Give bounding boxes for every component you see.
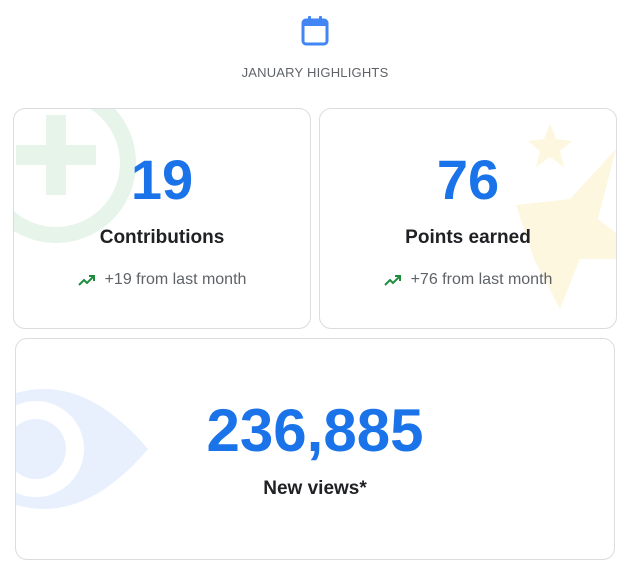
views-card: 236,885 New views* [15, 338, 615, 560]
contributions-trend-text: +19 from last month [104, 271, 247, 288]
points-count: 76 [436, 148, 500, 211]
views-count: 236,885 [206, 397, 424, 464]
trending-up-icon [383, 275, 401, 286]
trending-up-icon [77, 275, 95, 286]
views-label: New views* [263, 478, 367, 499]
calendar-icon [301, 16, 329, 46]
contributions-card: 19 Contributions +19 from last month [13, 108, 311, 329]
points-trend: +76 from last month [320, 271, 616, 289]
points-card: 76 Points earned +76 from last month [319, 108, 617, 329]
contributions-label: Contributions [99, 227, 225, 248]
points-trend-text: +76 from last month [410, 271, 553, 288]
section-title: JANUARY HIGHLIGHTS [241, 65, 389, 80]
points-label: Points earned [405, 227, 531, 248]
contributions-trend: +19 from last month [14, 271, 310, 289]
contributions-count: 19 [130, 148, 194, 211]
star-icon [516, 123, 616, 309]
plus-circle-icon [14, 109, 136, 243]
